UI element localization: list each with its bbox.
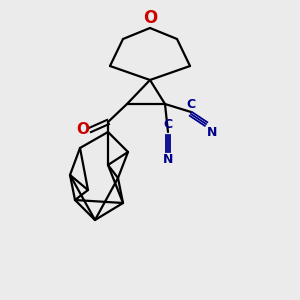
Text: O: O: [143, 9, 157, 27]
Text: C: C: [186, 98, 196, 111]
Text: N: N: [163, 153, 173, 166]
Text: N: N: [207, 126, 217, 139]
Text: O: O: [76, 122, 89, 137]
Text: C: C: [164, 118, 172, 131]
